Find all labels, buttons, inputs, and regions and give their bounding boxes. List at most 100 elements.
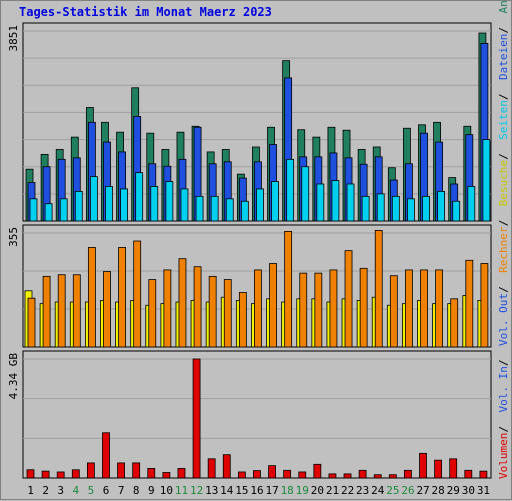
bar-rechner xyxy=(329,269,338,348)
x-tick-label: 3 xyxy=(57,484,64,497)
legend-entry: / xyxy=(497,93,510,100)
bar-volumen xyxy=(283,469,292,479)
bar-volumen xyxy=(253,470,261,479)
x-tick-label: 10 xyxy=(160,484,173,497)
bar-seiten xyxy=(44,203,53,222)
bar-seiten xyxy=(89,176,98,222)
bar-rechner xyxy=(42,275,51,348)
bar-rechner xyxy=(435,269,444,348)
x-tick-label: 28 xyxy=(432,484,445,497)
x-tick-label: 12 xyxy=(190,484,203,497)
bar-seiten xyxy=(210,195,219,222)
bar-seiten xyxy=(452,200,461,222)
bar-volumen xyxy=(147,468,156,479)
x-tick-label: 15 xyxy=(235,484,248,497)
x-tick-label: 31 xyxy=(477,484,490,497)
x-tick-label: 8 xyxy=(133,484,140,497)
chart-title: Tages-Statistik im Monat Maerz 2023 xyxy=(19,5,272,19)
legend-entry: / xyxy=(497,426,510,433)
bar-volumen xyxy=(388,474,397,479)
bar-seiten xyxy=(74,190,83,222)
bar-rechner xyxy=(269,263,277,348)
x-tick-label: 26 xyxy=(401,484,414,497)
bar-seiten xyxy=(407,198,415,222)
bar-seiten xyxy=(301,166,310,222)
bar-volumen xyxy=(268,465,276,479)
bar-seiten xyxy=(105,186,113,222)
bar-volumen xyxy=(237,471,246,479)
legend-entry: Seiten xyxy=(497,100,510,140)
bar-rechner xyxy=(238,292,247,348)
bar-seiten xyxy=(391,195,400,222)
bar-volumen xyxy=(449,458,458,479)
x-tick-label: 24 xyxy=(371,484,385,497)
x-tick-label: 1 xyxy=(27,484,34,497)
bar-volumen xyxy=(313,463,322,479)
bar-volumen xyxy=(328,473,337,479)
bar-rechner xyxy=(374,230,383,348)
legend-entry: Anfragen xyxy=(497,1,510,14)
bar-rechner xyxy=(163,269,172,348)
legend-entry: Dateien xyxy=(497,34,510,80)
bar-seiten xyxy=(256,188,264,222)
bar-volumen xyxy=(373,474,382,479)
y-axis-max-label: 3851 xyxy=(7,25,20,52)
bar-rechner xyxy=(87,247,96,348)
bar-seiten xyxy=(437,190,446,222)
bar-volumen xyxy=(102,432,110,479)
bar-volumen xyxy=(192,358,201,479)
bar-rechner xyxy=(299,272,308,348)
bar-seiten xyxy=(225,198,234,222)
legend-entry: / xyxy=(497,153,510,160)
bar-volumen xyxy=(207,458,216,479)
bar-seiten xyxy=(240,200,249,222)
bar-volumen xyxy=(464,469,473,479)
legend-entry: Besuche xyxy=(497,160,510,206)
bar-rechner xyxy=(223,279,232,348)
bar-volumen xyxy=(434,459,443,479)
legend-entry: / xyxy=(497,27,510,34)
bar-volumen xyxy=(177,468,186,479)
legend-entry: / xyxy=(497,359,510,366)
bar-rechner xyxy=(178,258,187,348)
bar-seiten xyxy=(346,183,355,222)
x-tick-label: 11 xyxy=(175,484,188,497)
bar-rechner xyxy=(148,279,157,348)
bar-rechner xyxy=(465,259,474,348)
bar-rechner xyxy=(193,266,202,348)
bar-volumen xyxy=(56,471,65,479)
bar-seiten xyxy=(195,195,204,222)
bar-seiten xyxy=(29,198,38,222)
legend-entry: Rechner xyxy=(497,226,510,273)
legend-entry: / xyxy=(497,220,510,227)
bar-seiten xyxy=(150,186,159,222)
bar-rechner xyxy=(254,269,262,348)
bar-seiten xyxy=(376,193,385,222)
bar-volumen xyxy=(404,469,412,479)
bar-rechner xyxy=(405,269,413,348)
x-tick-label: 4 xyxy=(73,484,80,497)
bar-seiten xyxy=(482,139,491,222)
bar-rechner xyxy=(208,275,217,348)
bar-seiten xyxy=(286,158,295,222)
bar-rechner xyxy=(103,271,111,348)
y-axis-max-label: 355 xyxy=(7,227,20,247)
x-tick-label: 21 xyxy=(326,484,339,497)
bar-rechner xyxy=(480,263,489,348)
x-tick-label: 14 xyxy=(220,484,234,497)
bar-volumen xyxy=(117,462,125,479)
x-tick-label: 5 xyxy=(88,484,95,497)
bar-seiten xyxy=(271,181,279,222)
bar-rechner xyxy=(118,247,126,348)
bar-volumen xyxy=(132,462,141,479)
bar-volumen xyxy=(358,469,367,479)
x-tick-label: 13 xyxy=(205,484,218,497)
bar-volumen xyxy=(479,470,488,479)
bar-volumen xyxy=(162,472,171,479)
legend-entry: Vol. Out xyxy=(497,293,510,346)
bar-seiten xyxy=(180,188,189,222)
bar-rechner xyxy=(359,267,368,348)
bar-volumen xyxy=(419,452,427,479)
